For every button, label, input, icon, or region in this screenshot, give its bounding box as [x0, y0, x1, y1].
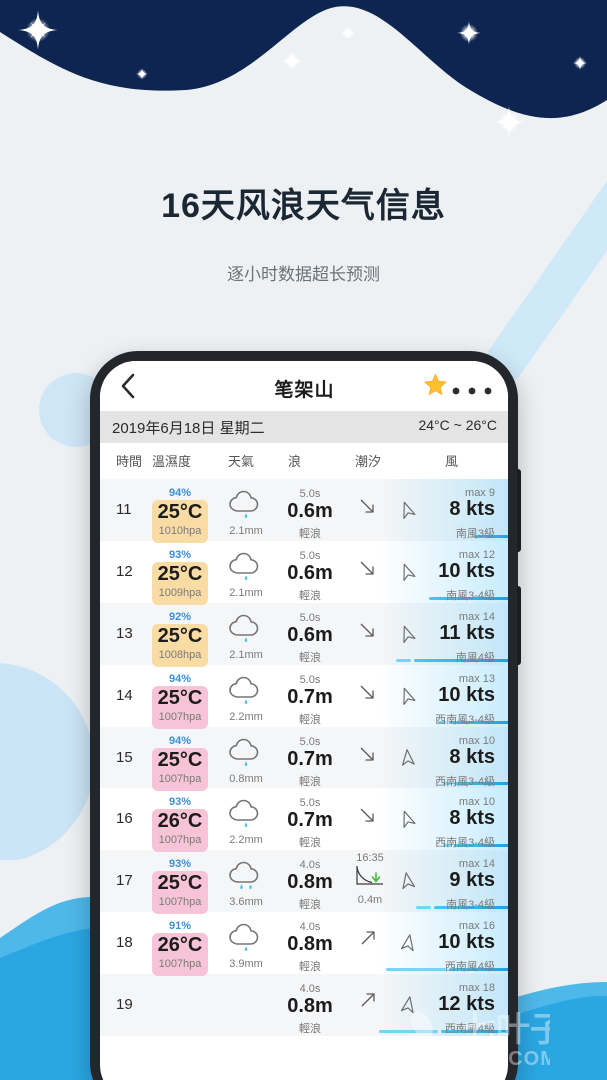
- svg-text:七叶子: 七叶子: [462, 1011, 550, 1049]
- svg-text:7YZ.COM: 7YZ.COM: [462, 1048, 550, 1070]
